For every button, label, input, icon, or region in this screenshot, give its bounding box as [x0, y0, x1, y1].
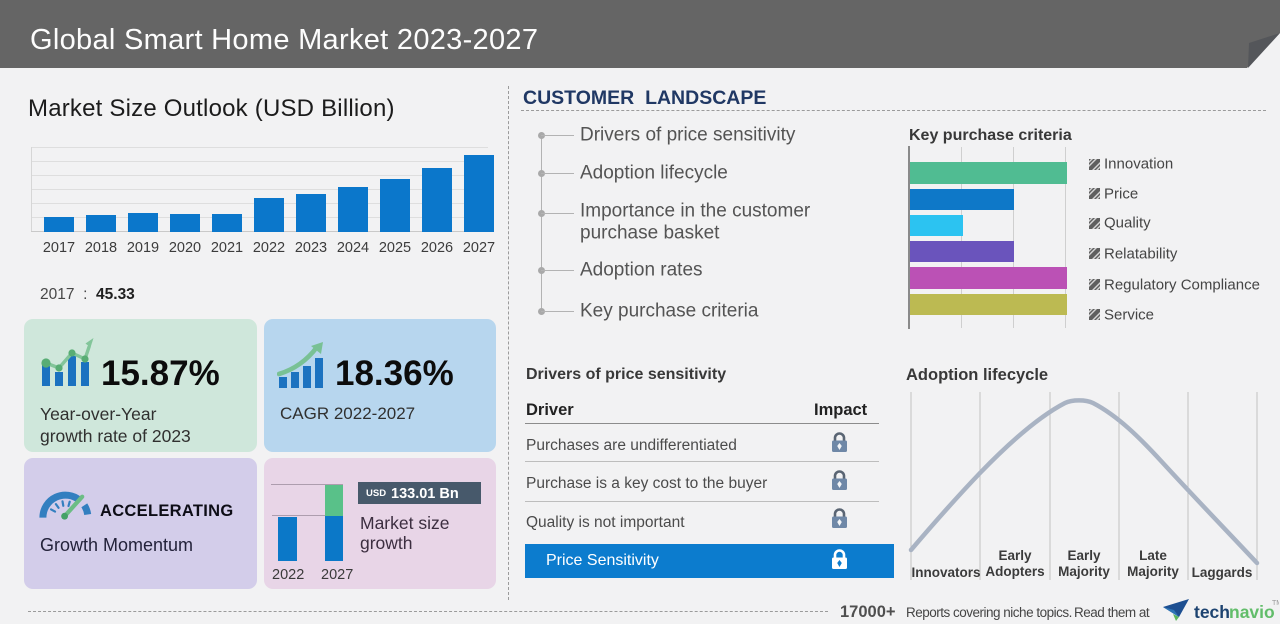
svg-text:TM: TM — [1272, 600, 1279, 607]
svg-text:navio: navio — [1229, 602, 1275, 622]
svg-text:tech: tech — [1194, 602, 1230, 622]
